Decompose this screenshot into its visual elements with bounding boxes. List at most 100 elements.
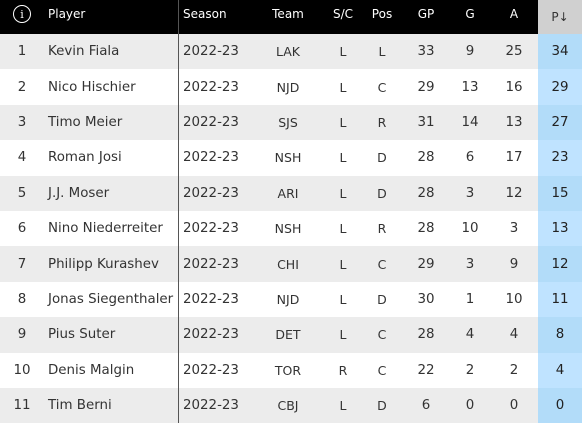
table-body: 1 Kevin Fiala 2022-23 LAK L L 33 9 25 34 2 Nico His… xyxy=(0,34,582,423)
assists-cell: 13 xyxy=(505,114,523,130)
column-header-points-sorted[interactable]: P↓ xyxy=(538,0,582,34)
position-cell: D xyxy=(377,398,387,414)
position-cell: C xyxy=(377,327,387,343)
shoots-catches-cell: L xyxy=(339,79,347,95)
shoots-catches-cell: L xyxy=(339,327,347,343)
team-cell: NJD xyxy=(276,291,300,307)
games-played-cell: 31 xyxy=(417,114,435,130)
team-cell: NJD xyxy=(276,79,300,95)
table-row: 10 Denis Malgin 2022-23 TOR R C 22 2 2 4 xyxy=(0,352,582,388)
assists-cell: 9 xyxy=(509,256,519,272)
shoots-catches-cell: L xyxy=(339,221,347,237)
column-header-season[interactable]: Season xyxy=(183,7,227,21)
position-cell: R xyxy=(377,221,387,237)
shoots-catches-cell: L xyxy=(339,44,347,60)
points-cell: 11 xyxy=(538,281,582,318)
column-header-goals[interactable]: G xyxy=(465,7,475,21)
table-row: 2 Nico Hischier 2022-23 NJD L C 29 13 16 29 xyxy=(0,69,582,105)
games-played-cell: 6 xyxy=(421,398,431,414)
player-name-link[interactable]: Nico Hischier xyxy=(48,79,136,95)
assists-cell: 3 xyxy=(509,221,519,237)
player-name-link[interactable]: Denis Malgin xyxy=(48,362,135,378)
player-name-link[interactable]: Jonas Siegenthaler xyxy=(48,291,174,307)
assists-cell: 17 xyxy=(505,150,523,166)
table-header: i Player Season Team S/C Pos GP G A P↓ xyxy=(0,0,582,34)
player-name-link[interactable]: Nino Niederreiter xyxy=(48,221,163,237)
points-cell: 34 xyxy=(538,34,582,70)
team-cell: CHI xyxy=(277,256,299,272)
player-name-link[interactable]: Pius Suter xyxy=(48,327,116,343)
team-cell: LAK xyxy=(276,44,300,60)
goals-cell: 3 xyxy=(465,185,475,201)
games-played-cell: 28 xyxy=(417,221,435,237)
player-name-link[interactable]: J.J. Moser xyxy=(48,185,110,201)
position-cell: C xyxy=(377,79,387,95)
season-cell: 2022-23 xyxy=(183,398,239,414)
shoots-catches-cell: L xyxy=(339,398,347,414)
team-cell: TOR xyxy=(274,362,302,378)
row-number: 3 xyxy=(17,114,27,130)
column-header-team[interactable]: Team xyxy=(272,7,304,21)
column-header-games-played[interactable]: GP xyxy=(417,7,435,21)
table-row: 8 Jonas Siegenthaler 2022-23 NJD L D 30 1 10 11 xyxy=(0,281,582,318)
player-name-link[interactable]: Tim Berni xyxy=(48,398,112,414)
table-row: 6 Nino Niederreiter 2022-23 NSH L R 28 10 3 13 xyxy=(0,210,582,247)
goals-cell: 3 xyxy=(465,256,475,272)
row-number: 8 xyxy=(17,291,27,307)
assists-cell: 12 xyxy=(505,185,523,201)
table-row: 5 J.J. Moser 2022-23 ARI L D 28 3 12 15 xyxy=(0,175,582,211)
info-button[interactable]: i xyxy=(0,0,44,28)
points-cell: 13 xyxy=(538,210,582,247)
team-cell: NSH xyxy=(274,221,302,237)
table-row: 7 Philipp Kurashev 2022-23 CHI L C 29 3 9 12 xyxy=(0,246,582,282)
games-played-cell: 28 xyxy=(417,150,435,166)
season-cell: 2022-23 xyxy=(183,150,239,166)
position-cell: C xyxy=(377,362,387,378)
player-name-link[interactable]: Timo Meier xyxy=(48,114,123,130)
row-number: 4 xyxy=(17,150,27,166)
goals-cell: 1 xyxy=(465,291,475,307)
column-header-player[interactable]: Player xyxy=(48,7,86,21)
row-number: 6 xyxy=(17,221,27,237)
row-number: 5 xyxy=(17,185,27,201)
row-number: 7 xyxy=(17,256,27,272)
player-name-link[interactable]: Philipp Kurashev xyxy=(48,256,159,272)
table-row: 3 Timo Meier 2022-23 SJS L R 31 14 13 27 xyxy=(0,104,582,141)
season-cell: 2022-23 xyxy=(183,221,239,237)
team-cell: DET xyxy=(275,327,301,343)
assists-cell: 2 xyxy=(509,362,519,378)
row-number: 1 xyxy=(17,44,27,60)
row-number: 10 xyxy=(13,362,31,378)
points-cell: 4 xyxy=(538,352,582,388)
info-icon[interactable]: i xyxy=(13,5,31,23)
points-cell: 29 xyxy=(538,69,582,105)
shoots-catches-cell: R xyxy=(338,362,348,378)
goals-cell: 2 xyxy=(465,362,475,378)
season-cell: 2022-23 xyxy=(183,291,239,307)
season-cell: 2022-23 xyxy=(183,79,239,95)
column-header-assists[interactable]: A xyxy=(509,7,519,21)
table-row: 1 Kevin Fiala 2022-23 LAK L L 33 9 25 34 xyxy=(0,34,582,70)
games-played-cell: 29 xyxy=(417,256,435,272)
games-played-cell: 29 xyxy=(417,79,435,95)
points-cell: 15 xyxy=(538,175,582,211)
season-cell: 2022-23 xyxy=(183,327,239,343)
season-cell: 2022-23 xyxy=(183,185,239,201)
points-cell: 8 xyxy=(538,317,582,353)
position-cell: C xyxy=(377,256,387,272)
player-name-link[interactable]: Roman Josi xyxy=(48,150,122,166)
column-header-shoots-catches[interactable]: S/C xyxy=(332,7,354,21)
games-played-cell: 22 xyxy=(417,362,435,378)
assists-cell: 25 xyxy=(505,44,523,60)
team-cell: NSH xyxy=(274,150,302,166)
player-name-link[interactable]: Kevin Fiala xyxy=(48,44,120,60)
goals-cell: 9 xyxy=(465,44,475,60)
shoots-catches-cell: L xyxy=(339,150,347,166)
goals-cell: 13 xyxy=(461,79,479,95)
season-cell: 2022-23 xyxy=(183,114,239,130)
column-header-position[interactable]: Pos xyxy=(371,7,393,21)
position-cell: L xyxy=(378,44,386,60)
goals-cell: 10 xyxy=(461,221,479,237)
assists-cell: 10 xyxy=(505,291,523,307)
position-cell: R xyxy=(377,114,387,130)
